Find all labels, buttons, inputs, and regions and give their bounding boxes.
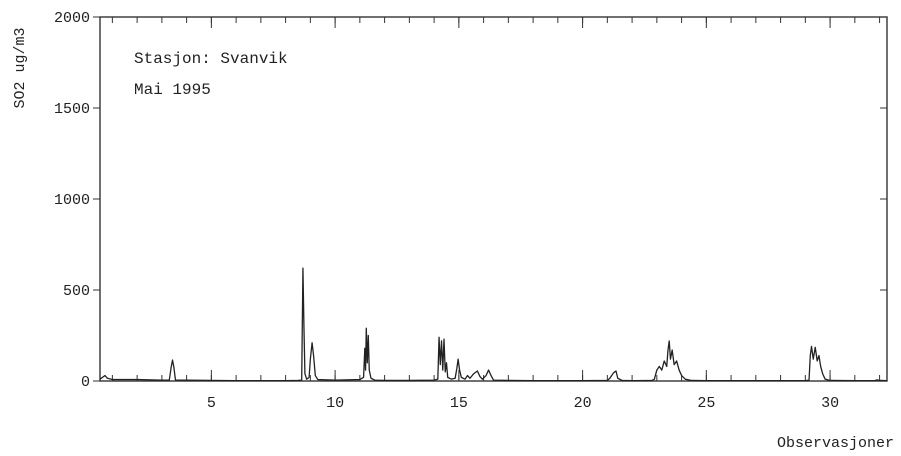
y-tick-label: 1500 [54, 101, 90, 118]
y-tick-label: 500 [63, 283, 90, 300]
x-tick-label: 5 [207, 395, 216, 412]
period-annotation: Mai 1995 [134, 81, 211, 99]
station-annotation: Stasjon: Svanvik [134, 50, 288, 68]
series-group [99, 267, 888, 382]
axis-ticks-group: 5 10 15 20 25 30 0 500 1000 1500 2000 [54, 10, 887, 412]
series-line-1 [99, 267, 888, 382]
x-tick-label: 10 [326, 395, 344, 412]
x-tick-label: 25 [697, 395, 715, 412]
y-tick-label: 0 [81, 374, 90, 391]
x-tick-label: 30 [821, 395, 839, 412]
chart-text-group: SO2 ug/m3 Observasjoner Stasjon: Svanvik… [12, 27, 894, 452]
x-tick-label: 20 [574, 395, 592, 412]
y-tick-label: 2000 [54, 10, 90, 27]
plot-border [99, 16, 888, 382]
plot-frame-group [99, 16, 888, 382]
x-axis-label: Observasjoner [777, 435, 894, 452]
y-axis-label: SO2 ug/m3 [12, 27, 29, 108]
x-tick-label: 15 [450, 395, 468, 412]
y-tick-label: 1000 [54, 192, 90, 209]
